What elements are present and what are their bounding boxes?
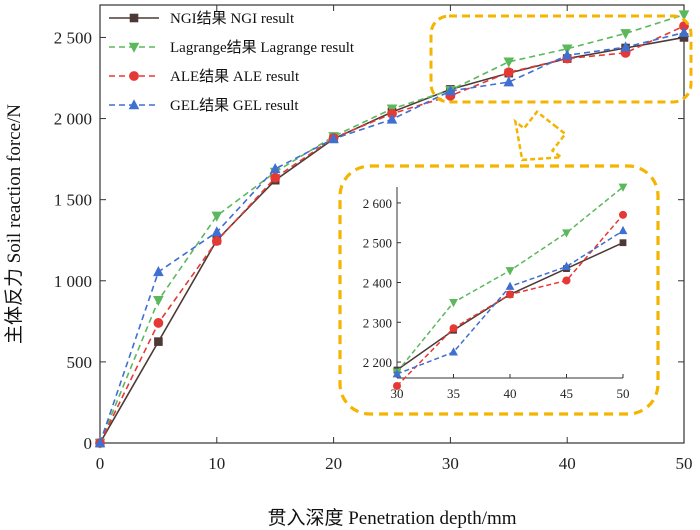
inset-x-tick-label: 40 — [504, 386, 517, 401]
y-tick-label: 2 500 — [54, 28, 92, 47]
inset-x-tick-label: 30 — [391, 386, 404, 401]
series-point-1 — [678, 10, 690, 21]
inset-series-point-2 — [393, 381, 401, 390]
x-tick-label: 20 — [325, 454, 342, 473]
legend-swatch-marker — [129, 71, 139, 81]
inset-y-tick-label: 2 500 — [363, 236, 392, 251]
inset-y-tick-label: 2 600 — [363, 196, 392, 211]
series-point-3 — [678, 26, 690, 37]
x-tick-label: 40 — [559, 454, 576, 473]
inset-plot: 30 35 40 45 50 2 200 2 300 2 400 2 500 2 600 — [338, 164, 660, 416]
x-tick-label: 50 — [676, 454, 693, 473]
inset-x-tick-label: 35 — [447, 386, 460, 401]
inset-frame — [338, 164, 660, 416]
legend-label: ALE结果 ALE result — [170, 68, 300, 85]
legend-swatch-marker — [128, 99, 140, 110]
series-point-3 — [620, 41, 631, 52]
series-point-0 — [154, 337, 163, 346]
x-axis-title: 贯入深度 Penetration depth/mm — [267, 507, 516, 529]
series-point-3 — [445, 85, 456, 96]
series-point-3 — [211, 226, 223, 237]
inset-series-point-1 — [618, 183, 628, 192]
inset-series-point-3 — [562, 261, 571, 270]
series-point-3 — [269, 163, 281, 174]
series-point-3 — [561, 49, 573, 60]
legend-label: Lagrange结果 Lagrange result — [170, 39, 355, 56]
series-point-1 — [503, 57, 515, 68]
legend-swatch-marker — [129, 13, 139, 23]
legend-swatch-marker — [128, 42, 140, 53]
series-point-3 — [94, 437, 106, 448]
series-point-3 — [153, 266, 164, 277]
series-point-1 — [153, 295, 164, 307]
inset-series-point-1 — [562, 229, 571, 238]
series-point-3 — [386, 113, 398, 124]
inset-series-point-3 — [618, 225, 628, 235]
y-tick-label: 2 000 — [54, 110, 92, 129]
series-point-0 — [679, 33, 689, 42]
y-tick-label: 0 — [84, 434, 93, 453]
inset-series-point-3 — [449, 347, 458, 356]
zoom-arrow — [513, 110, 568, 162]
inset-y-tick-label: 2 400 — [363, 276, 392, 291]
inset-series-point-3 — [392, 369, 402, 378]
series-point-2 — [153, 318, 164, 328]
series-point-2 — [211, 236, 222, 246]
plot-frame — [99, 4, 685, 444]
zoom-highlight-box — [429, 14, 693, 104]
y-tick-label: 1 000 — [54, 272, 92, 291]
inset-series-point-1 — [505, 267, 515, 276]
inset-y-tick-label: 2 200 — [363, 355, 392, 370]
inset-y-tick-label: 2 300 — [363, 315, 392, 330]
y-axis-title: 主体反力 Soil reaction force/N — [3, 104, 25, 344]
x-tick-label: 10 — [208, 454, 225, 473]
inset-series-point-2 — [506, 290, 514, 299]
series-point-3 — [503, 76, 515, 87]
inset-series-point-0 — [619, 239, 627, 247]
series-point-2 — [270, 172, 281, 183]
inset-x-tick-label: 45 — [560, 386, 573, 401]
legend: NGI结果 NGI result Lagrange结果 Lagrange resu… — [109, 10, 355, 114]
legend-label: NGI结果 NGI result — [170, 10, 295, 27]
y-tick-label: 500 — [67, 353, 93, 372]
inset-series-point-2 — [562, 276, 571, 285]
inset-series-point-1 — [449, 298, 458, 308]
inset-series-point-2 — [449, 324, 458, 333]
x-tick-label: 30 — [442, 454, 459, 473]
series-point-1 — [211, 211, 223, 222]
series-point-2 — [503, 67, 514, 78]
y-tick-label: 1 500 — [54, 191, 92, 210]
series-point-1 — [620, 29, 631, 40]
series-point-3 — [328, 133, 339, 144]
legend-label: GEL结果 GEL result — [170, 97, 299, 114]
inset-x-tick-label: 50 — [617, 386, 630, 401]
x-tick-label: 0 — [96, 454, 105, 473]
inset-series-point-3 — [505, 281, 515, 290]
inset-series-point-2 — [619, 210, 627, 219]
